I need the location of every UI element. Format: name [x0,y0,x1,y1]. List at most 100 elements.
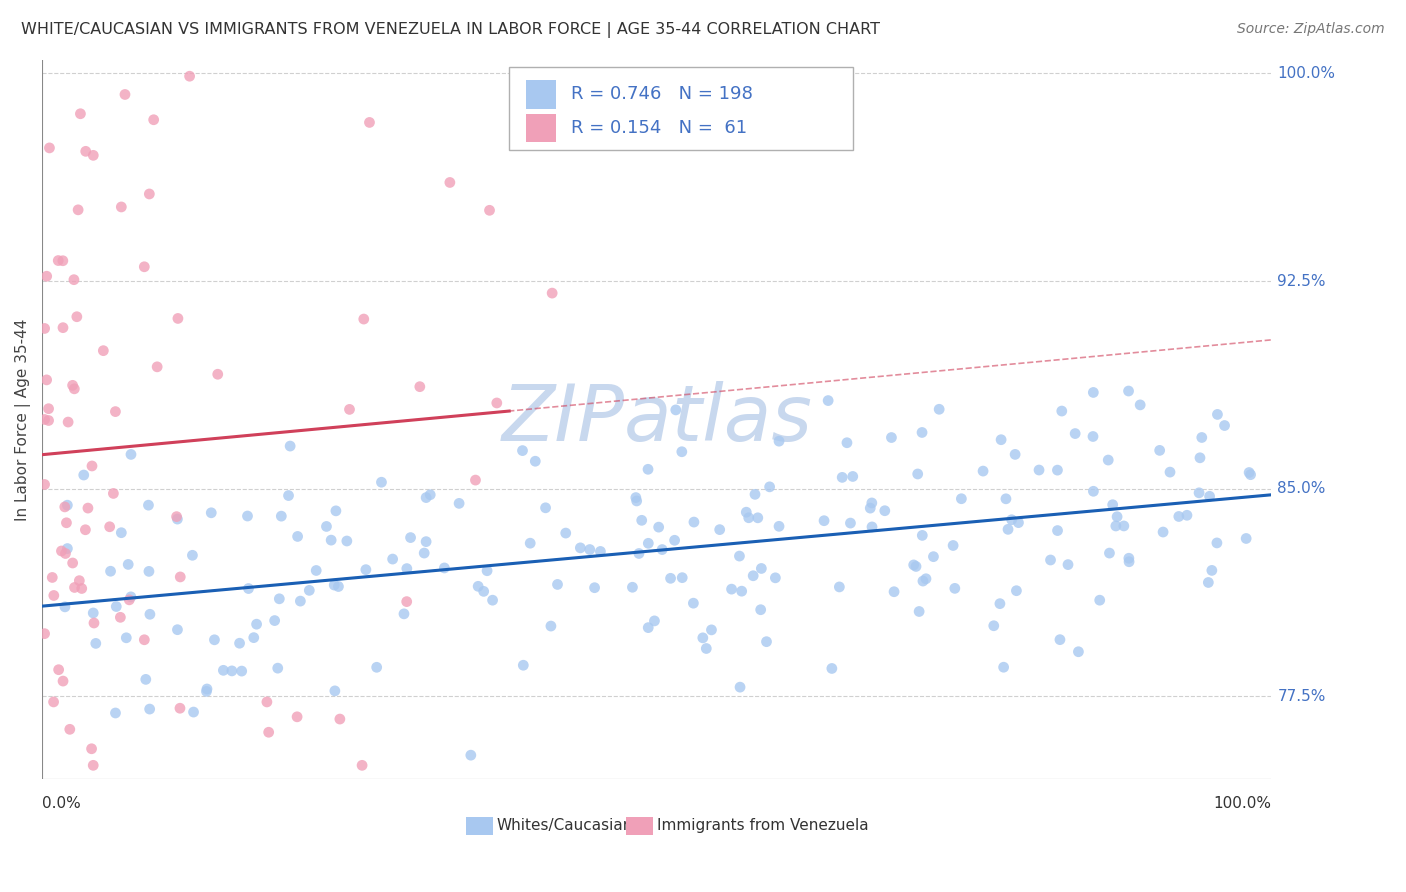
Point [626,494,648,508]
Point [169,570,191,584]
Point [142,112,165,127]
Point [683,515,706,529]
Point [1188,450,1211,465]
Point [911,425,934,440]
Point [51,544,73,558]
Point [1213,418,1236,433]
Point [1107,509,1129,524]
Point [1005,583,1028,598]
Point [179,69,201,83]
Point [323,578,346,592]
Point [1046,463,1069,477]
Point [624,491,647,505]
Point [200,506,222,520]
Point [728,680,751,694]
Point [519,536,541,550]
Point [38,141,60,155]
Point [69,107,91,121]
Point [67,574,90,588]
Point [942,539,965,553]
Point [1105,519,1128,533]
Point [278,439,301,453]
Point [75,145,97,159]
Point [990,433,1012,447]
Point [34,321,56,335]
Point [659,571,682,585]
Text: 77.5%: 77.5% [1278,689,1326,704]
Point [742,568,765,582]
Point [907,467,929,481]
Point [77,501,100,516]
Point [859,501,882,516]
Point [84,636,107,650]
Point [1083,484,1105,499]
Point [534,500,557,515]
Point [339,402,361,417]
Point [627,546,650,560]
Point [63,273,86,287]
Point [70,582,93,596]
Point [983,619,1005,633]
Point [651,542,673,557]
Point [91,343,114,358]
Point [83,615,105,630]
Point [911,528,934,542]
Point [120,447,142,461]
Point [238,582,260,596]
Point [1118,384,1140,398]
Point [997,522,1019,536]
Point [325,504,347,518]
Point [671,444,693,458]
Point [1081,429,1104,443]
Point [695,641,717,656]
Point [1007,516,1029,530]
Point [547,577,569,591]
Point [751,561,773,575]
Point [115,631,138,645]
Point [321,533,343,548]
Point [195,681,218,696]
Point [821,661,844,675]
Point [110,200,132,214]
Point [298,583,321,598]
Point [569,541,592,555]
Point [415,534,437,549]
Bar [467,817,494,835]
Point [768,434,790,449]
Point [768,519,790,533]
Text: WHITE/CAUCASIAN VS IMMIGRANTS FROM VENEZUELA IN LABOR FORCE | AGE 35-44 CORRELAT: WHITE/CAUCASIAN VS IMMIGRANTS FROM VENEZ… [21,22,880,38]
Point [395,561,418,575]
Point [749,603,772,617]
Point [1088,593,1111,607]
Point [1067,645,1090,659]
Point [73,468,96,483]
Text: 100.0%: 100.0% [1213,796,1271,811]
Point [1197,575,1219,590]
Point [1239,467,1261,482]
Bar [526,79,555,109]
Point [928,402,950,417]
Point [589,544,612,558]
Point [860,496,883,510]
Point [1118,555,1140,569]
Point [46,253,69,268]
Point [62,556,84,570]
Point [972,464,994,478]
Point [195,684,218,698]
Point [1004,447,1026,461]
Point [637,621,659,635]
Point [138,565,160,579]
Point [181,549,204,563]
Point [236,508,259,523]
Point [1112,519,1135,533]
Point [1001,513,1024,527]
Point [1152,524,1174,539]
Point [637,536,659,550]
Point [460,748,482,763]
Point [758,480,780,494]
Point [735,505,758,519]
Point [34,626,56,640]
Point [138,702,160,716]
Text: Immigrants from Venezuela: Immigrants from Venezuela [657,819,869,833]
Point [485,396,508,410]
